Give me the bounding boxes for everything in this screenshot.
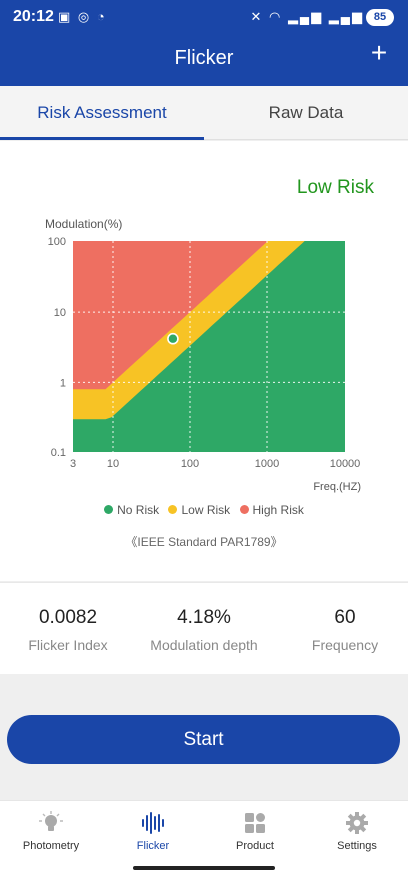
battery-icon: 85 — [366, 9, 394, 26]
no-risk-region — [73, 241, 345, 452]
tab-raw-data[interactable]: Raw Data — [268, 103, 344, 122]
bulb-icon — [39, 811, 63, 831]
nav-label: Product — [236, 840, 274, 852]
tab-indicator — [0, 137, 204, 140]
stat-label: Modulation depth — [150, 637, 258, 653]
stat-value: 4.18% — [177, 607, 231, 628]
x-tick-label: 100 — [181, 458, 199, 470]
tab-risk-assessment[interactable]: Risk Assessment — [37, 103, 167, 122]
gesture-area — [0, 862, 408, 877]
stat-modulation-depth: 4.18% Modulation depth — [136, 607, 272, 653]
y-tick-label: 0.1 — [51, 447, 66, 459]
y-tick-label: 1 — [60, 377, 66, 389]
legend-item-no-risk: No Risk — [104, 503, 159, 517]
x-tick-labels: 3 10 100 1000 10000 — [70, 458, 360, 470]
stat-label: Frequency — [311, 637, 379, 653]
bottom-nav: Photometry Flicker Product — [0, 800, 408, 862]
x-tick-label: 3 — [70, 458, 76, 470]
stat-value: 0.0082 — [38, 607, 98, 628]
nav-settings[interactable]: Settings — [306, 801, 408, 863]
x-tick-label: 10 — [107, 458, 119, 470]
add-button[interactable]: + — [370, 37, 388, 68]
app-header: 20:12 ▣ ◎ ◔ ✕ ◠ ▂▄▆ ▂▄▆ 85 Flicker + — [0, 0, 408, 86]
chart-y-label: Modulation(%) — [45, 217, 122, 231]
wifi-icon: ◠ — [268, 9, 283, 24]
standard-reference: 《IEEE Standard PAR1789》 — [125, 535, 283, 549]
measurement-point — [167, 332, 179, 345]
signal-icon: ▂▄▆ — [328, 9, 364, 24]
whatsapp-icon: ◎ — [77, 9, 92, 24]
chart-grid — [73, 241, 345, 452]
stat-value: 60 — [334, 607, 356, 628]
screen-record-icon: ▣ — [58, 9, 73, 24]
system-icons: ✕ ◠ ▂▄▆ ▂▄▆ — [250, 9, 364, 25]
tab-bar: Risk Assessment Raw Data — [0, 86, 408, 140]
gear-icon — [346, 812, 368, 834]
stat-label: Flicker Index — [28, 637, 108, 653]
legend-item-high-risk: High Risk — [239, 503, 304, 517]
viber-icon: ◔ — [96, 9, 107, 24]
risk-card: Low Risk Modulation(%) 3 10 100 1000 10000 1… — [0, 141, 408, 581]
start-button[interactable]: Start — [7, 715, 400, 764]
stat-flicker-index: 0.0082 Flicker Index — [0, 607, 136, 653]
chart-legend: No Risk Low Risk High Risk — [0, 503, 408, 517]
nav-product[interactable]: Product — [204, 801, 306, 863]
chart-x-label: Freq.(HZ) — [313, 481, 361, 493]
nav-photometry[interactable]: Photometry — [0, 801, 102, 863]
nav-label: Photometry — [22, 840, 80, 852]
risk-result: Low Risk — [296, 177, 374, 198]
legend-item-low-risk: Low Risk — [168, 503, 230, 517]
notification-icons: ▣ ◎ ◔ — [58, 9, 107, 25]
risk-chart: Modulation(%) 3 10 100 1000 10000 1001010.1 … — [45, 217, 361, 493]
nav-label: Flicker — [136, 840, 170, 852]
stat-frequency: 60 Frequency — [282, 607, 408, 653]
nav-label: Settings — [337, 840, 377, 852]
nav-flicker[interactable]: Flicker — [102, 801, 204, 863]
gesture-bar — [133, 866, 275, 870]
y-tick-labels: 100 10 1 0.1 — [48, 236, 66, 459]
status-time: 20:12 — [13, 8, 54, 25]
y-tick-label: 10 — [54, 307, 66, 319]
signal-icon: ▂▄▆ — [287, 9, 324, 24]
waveform-icon — [142, 812, 164, 834]
stats-panel: 0.0082 Flicker Index 4.18% Modulation de… — [0, 582, 408, 674]
grid-icon — [245, 813, 265, 833]
x-tick-label: 10000 — [330, 458, 361, 470]
mute-icon: ✕ — [250, 9, 264, 24]
y-tick-label: 100 — [48, 236, 66, 248]
status-bar: 20:12 ▣ ◎ ◔ ✕ ◠ ▂▄▆ ▂▄▆ 85 — [0, 0, 408, 36]
page-title: Flicker — [174, 47, 234, 69]
x-tick-label: 1000 — [255, 458, 279, 470]
